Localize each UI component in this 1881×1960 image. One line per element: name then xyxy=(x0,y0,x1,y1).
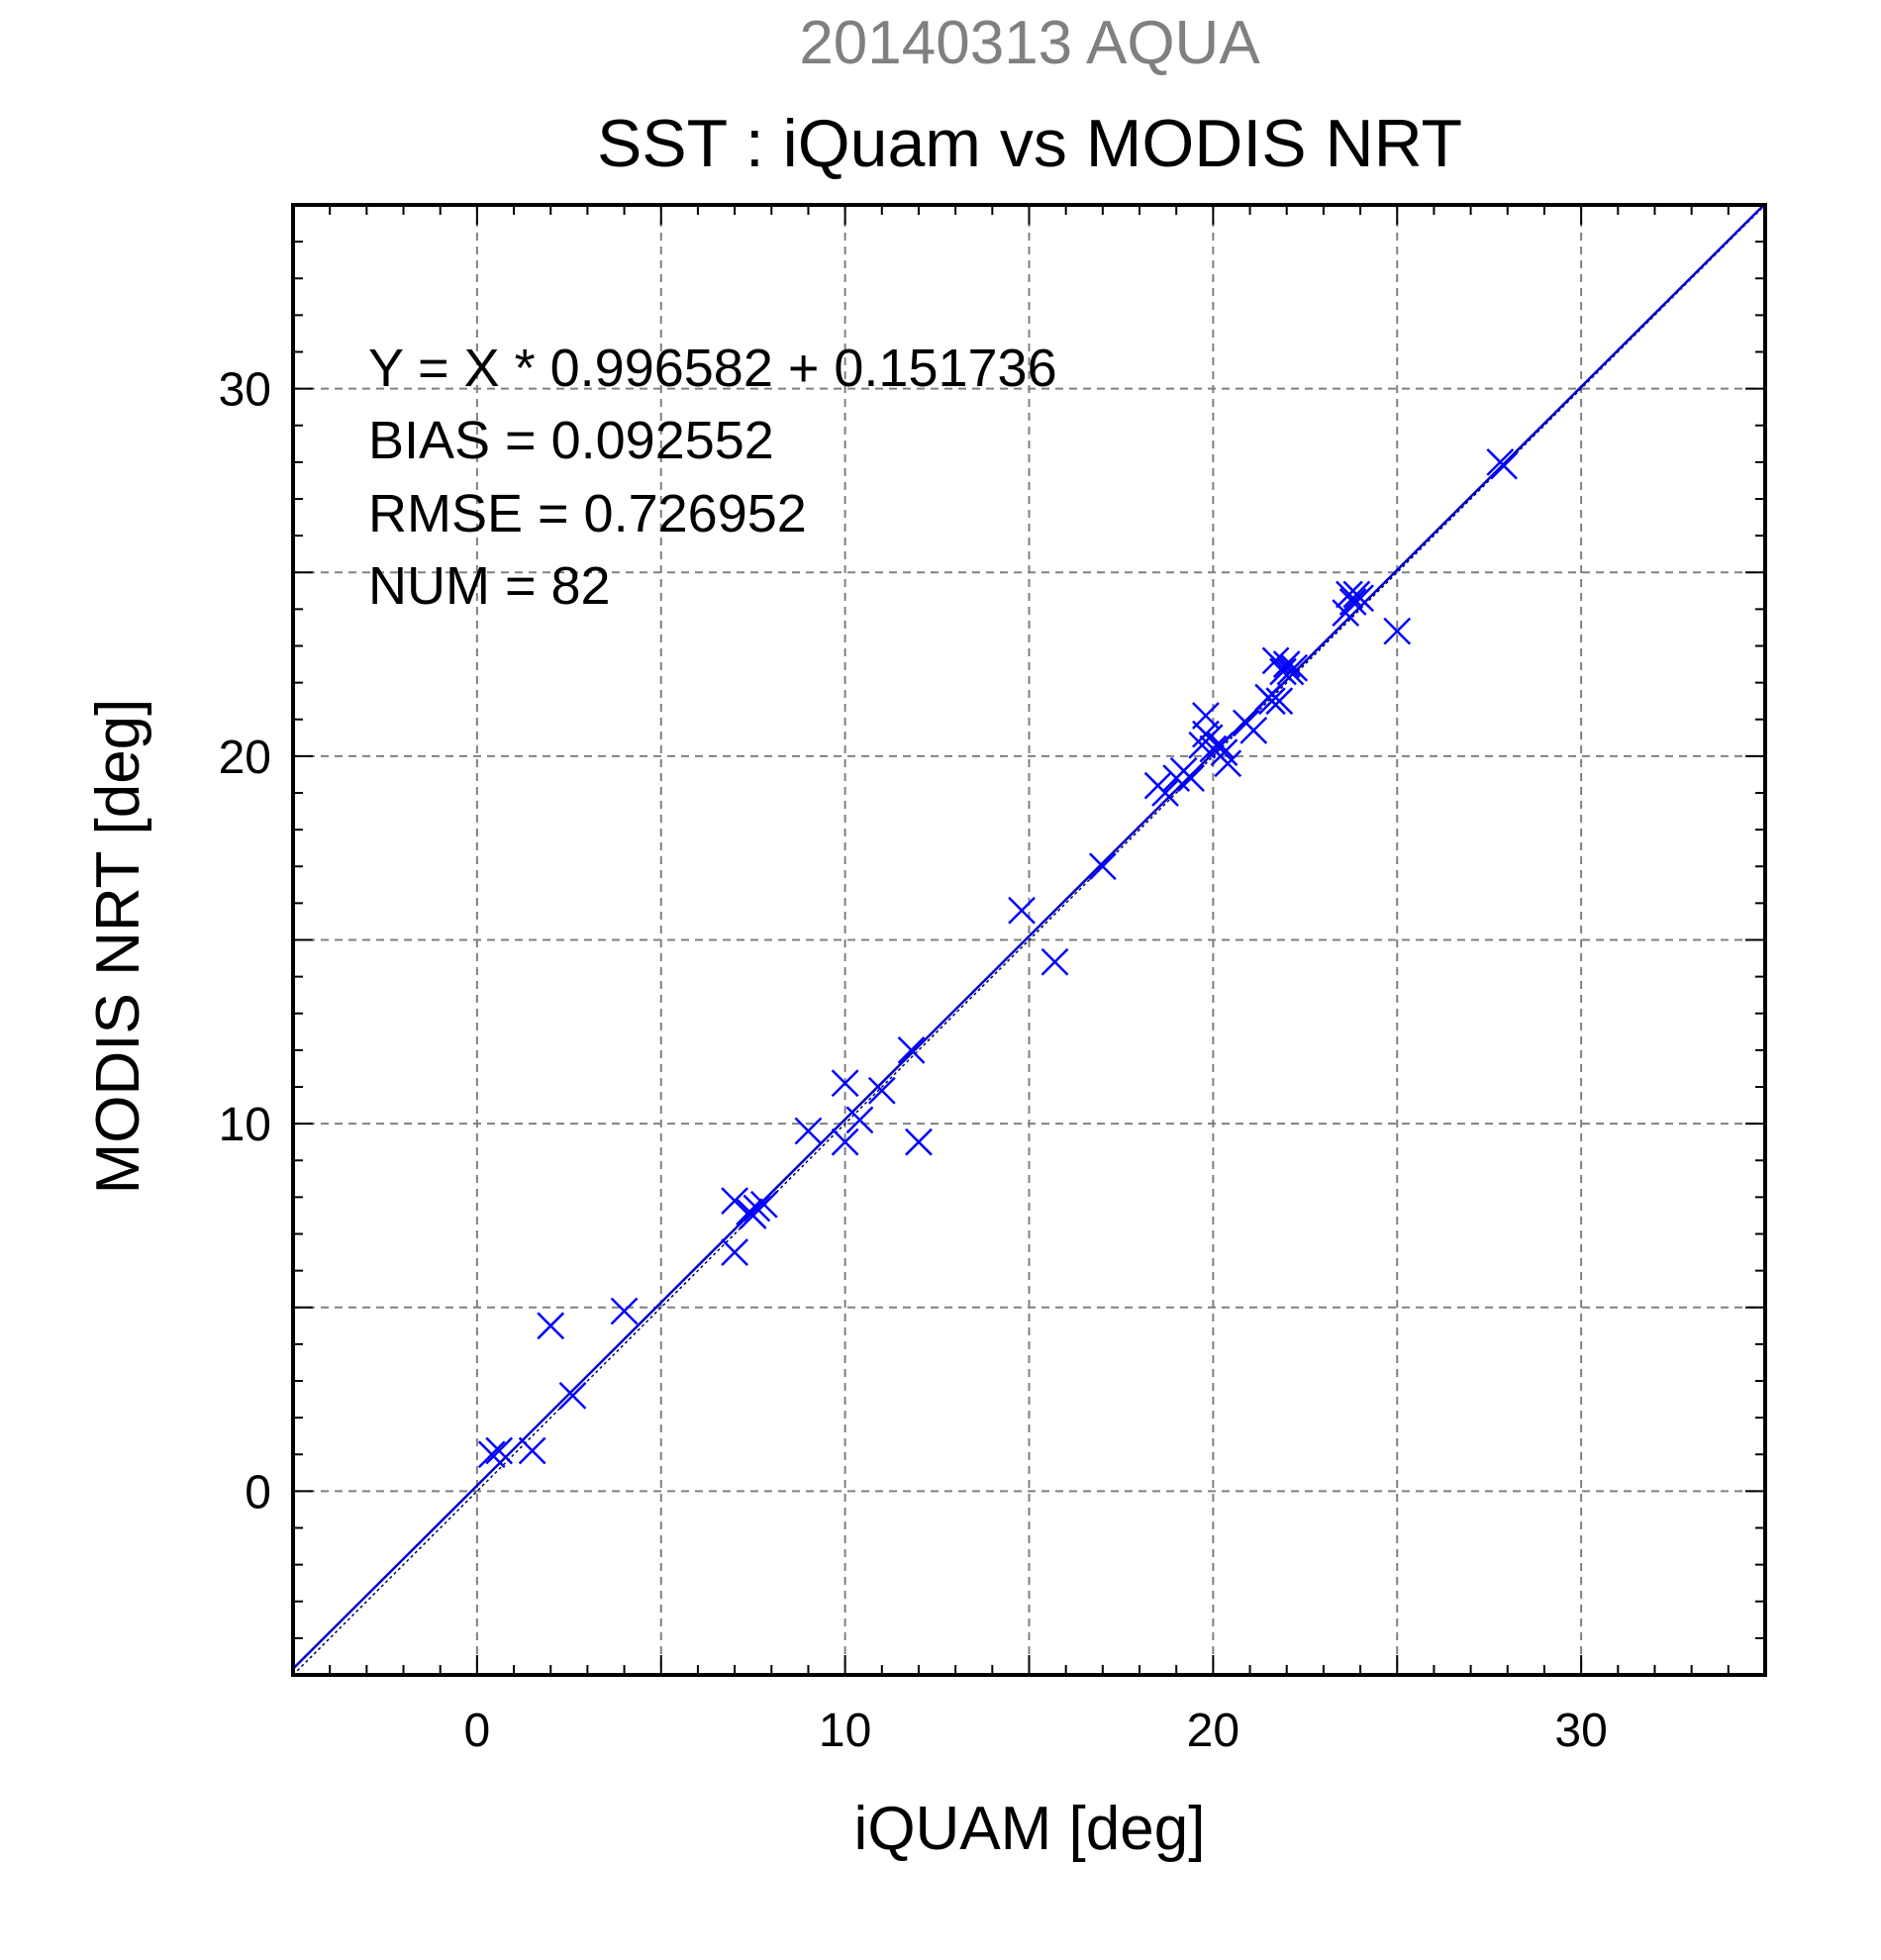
data-point xyxy=(1383,617,1412,645)
plot-frame xyxy=(291,203,1767,1677)
data-point-stroke xyxy=(1257,687,1286,716)
data-point-stroke xyxy=(1265,687,1294,716)
data-point-stroke xyxy=(1269,657,1297,686)
data-point xyxy=(794,1117,823,1145)
y-tick-label: 0 xyxy=(245,1466,271,1519)
data-point-stroke xyxy=(1210,738,1238,767)
data-point-stroke xyxy=(1346,584,1374,613)
rmse-text: RMSE = 0.726952 xyxy=(368,484,807,543)
data-point xyxy=(742,1194,771,1223)
data-point xyxy=(831,1127,859,1156)
data-point xyxy=(1338,588,1367,616)
data-point xyxy=(867,1076,896,1105)
data-point xyxy=(518,1436,546,1465)
y-tick-label: 20 xyxy=(219,732,271,784)
data-point-stroke xyxy=(742,1194,771,1223)
data-point-stroke xyxy=(485,1436,514,1465)
data-point xyxy=(1088,852,1117,881)
data-point-stroke xyxy=(1261,646,1290,675)
data-point xyxy=(1151,779,1179,807)
data-point xyxy=(831,1069,859,1098)
chart-title: SST : iQuam vs MODIS NRT xyxy=(597,106,1462,181)
data-point xyxy=(1239,717,1268,744)
data-point-stroke xyxy=(1206,731,1235,759)
data-point xyxy=(1214,749,1242,778)
data-point-stroke xyxy=(721,1238,748,1266)
data-point xyxy=(1280,653,1309,682)
data-point-stroke xyxy=(1088,852,1117,881)
y-axis-label: MODIS NRT [deg] xyxy=(84,699,152,1195)
data-point-stroke xyxy=(537,1312,565,1340)
x-tick-label: 20 xyxy=(1187,1705,1239,1757)
data-point-stroke xyxy=(1490,451,1518,480)
y-tick-label: 10 xyxy=(219,1099,271,1151)
data-point xyxy=(1336,580,1363,609)
data-point-stroke xyxy=(831,1069,859,1098)
data-point-stroke xyxy=(905,1127,933,1156)
data-point-stroke xyxy=(1239,717,1268,744)
data-point xyxy=(905,1127,933,1156)
x-tick-label: 0 xyxy=(464,1705,491,1757)
data-point-stroke xyxy=(1272,650,1301,678)
data-points xyxy=(477,447,1518,1469)
data-point-stroke xyxy=(739,1202,767,1229)
data-point-stroke xyxy=(1008,896,1036,925)
bias-text: BIAS = 0.092552 xyxy=(368,411,774,470)
data-point xyxy=(1269,657,1297,686)
data-point-stroke xyxy=(558,1381,587,1410)
data-point-stroke xyxy=(1383,617,1412,645)
data-point-stroke xyxy=(1195,724,1224,752)
data-point-stroke xyxy=(1214,749,1242,778)
x-tick-label: 30 xyxy=(1554,1705,1607,1757)
stats-annotation: Y = X * 0.996582 + 0.151736 BIAS = 0.092… xyxy=(368,339,1057,616)
data-point xyxy=(739,1202,767,1229)
data-point xyxy=(1272,650,1301,678)
data-point-stroke xyxy=(1336,580,1363,609)
data-point xyxy=(897,1035,926,1064)
data-point-stroke xyxy=(1040,947,1069,976)
data-point xyxy=(1490,451,1518,480)
data-point xyxy=(1008,896,1036,925)
data-point xyxy=(1265,687,1294,716)
data-point-stroke xyxy=(845,1106,874,1134)
data-point xyxy=(610,1297,639,1325)
data-point-stroke xyxy=(794,1117,823,1145)
regression-lines xyxy=(292,202,1766,1676)
identity-line xyxy=(292,204,1766,1676)
data-point-stroke xyxy=(477,1440,506,1469)
data-point xyxy=(721,1187,748,1215)
data-point-stroke xyxy=(1199,735,1228,763)
data-point xyxy=(721,1238,748,1266)
data-point-stroke xyxy=(897,1035,926,1064)
data-point-stroke xyxy=(721,1187,748,1215)
data-point xyxy=(1257,687,1286,716)
data-point xyxy=(558,1381,587,1410)
data-point-stroke xyxy=(518,1436,546,1465)
data-point-stroke xyxy=(1280,653,1309,682)
data-point xyxy=(477,1440,506,1469)
data-point-stroke xyxy=(1338,588,1367,616)
x-tick-label: 10 xyxy=(819,1705,871,1757)
fit-line xyxy=(292,202,1766,1670)
data-point xyxy=(537,1312,565,1340)
data-point xyxy=(1346,584,1374,613)
data-point-stroke xyxy=(610,1297,639,1325)
data-point xyxy=(1210,738,1238,767)
fit-equation-text: Y = X * 0.996582 + 0.151736 xyxy=(368,339,1057,398)
data-point-stroke xyxy=(831,1127,859,1156)
x-axis-label: iQUAM [deg] xyxy=(854,1795,1206,1863)
data-point xyxy=(1206,731,1235,759)
data-point xyxy=(1040,947,1069,976)
data-point xyxy=(1177,764,1205,793)
tick-labels: 0 10 20 30 0 10 20 30 xyxy=(219,364,1608,1757)
y-tick-label: 30 xyxy=(219,364,271,417)
data-point-stroke xyxy=(1151,779,1179,807)
data-point xyxy=(845,1106,874,1134)
data-point xyxy=(485,1436,514,1465)
data-point-stroke xyxy=(1177,764,1205,793)
chart-subtitle: 20140313 AQUA xyxy=(799,9,1260,77)
data-point-stroke xyxy=(867,1076,896,1105)
num-text: NUM = 82 xyxy=(368,556,611,616)
